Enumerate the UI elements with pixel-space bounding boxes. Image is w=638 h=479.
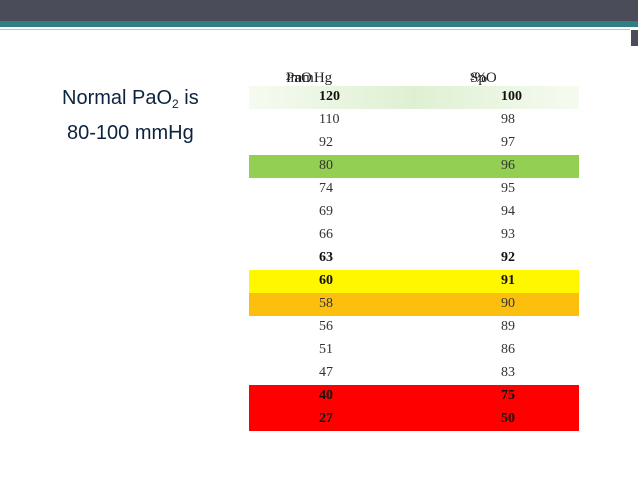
pao2-cell: 74 (319, 181, 333, 196)
pao2-cell: 51 (319, 342, 333, 357)
spo2-cell: 95 (501, 181, 515, 196)
title-line-2: 80-100 mmHg (67, 122, 194, 144)
slide-corner-accent (631, 30, 638, 46)
pao2-cell: 60 (319, 273, 333, 288)
slide-accent-stripe (0, 21, 638, 27)
spo2-cell: 90 (501, 296, 515, 311)
table-row: 51 86 (249, 339, 579, 362)
spo2-cell: 93 (501, 227, 515, 242)
table-row: 110 98 (249, 109, 579, 132)
table-row: 80 96 (249, 155, 579, 178)
spo2-cell: 94 (501, 204, 515, 219)
spo2-cell: 91 (501, 273, 515, 288)
table-row: 92 97 (249, 132, 579, 155)
table-row: 56 89 (249, 316, 579, 339)
pao2-cell: 110 (319, 112, 340, 127)
table-row: 63 92 (249, 247, 579, 270)
table-row: 74 95 (249, 178, 579, 201)
table-row: 27 50 (249, 408, 579, 431)
pao2-cell: 47 (319, 365, 333, 380)
pao2-cell: 27 (319, 411, 333, 426)
table-row: 40 75 (249, 385, 579, 408)
spo2-cell: 86 (501, 342, 515, 357)
pao2-cell: 40 (319, 388, 333, 403)
spo2-cell: 89 (501, 319, 515, 334)
header-spo2: SpO 2% (470, 70, 497, 86)
pao2-cell: 80 (319, 158, 333, 173)
table-row: 58 90 (249, 293, 579, 316)
pao2-cell: 69 (319, 204, 333, 219)
table-body: 120 100 110 98 92 97 80 96 74 95 69 94 66 93 63 92 60 91 5… (249, 86, 579, 431)
pao2-cell: 92 (319, 135, 333, 150)
spo2-cell: 100 (501, 89, 522, 104)
spo2-cell: 92 (501, 250, 515, 265)
spo2-cell: 96 (501, 158, 515, 173)
pao2-cell: 66 (319, 227, 333, 242)
table-row: 120 100 (249, 86, 579, 109)
pao2-cell: 56 (319, 319, 333, 334)
spo2-cell: 83 (501, 365, 515, 380)
title-line-1: Normal PaO2 is (62, 87, 199, 111)
spo2-cell: 50 (501, 411, 515, 426)
header-pao2: PaO 2 mmHg (286, 70, 333, 86)
pao2-cell: 120 (319, 89, 340, 104)
table-row: 66 93 (249, 224, 579, 247)
spo2-cell: 98 (501, 112, 515, 127)
table-row: 47 83 (249, 362, 579, 385)
table-row: 69 94 (249, 201, 579, 224)
spo2-cell: 97 (501, 135, 515, 150)
pao2-spo2-table: PaO 2 mmHg SpO 2% 120 100 110 98 92 97 80 96 74 95 6… (249, 60, 579, 431)
table-header: PaO 2 mmHg SpO 2% (249, 60, 579, 86)
slide-divider-line (0, 29, 630, 30)
spo2-cell: 75 (501, 388, 515, 403)
pao2-cell: 58 (319, 296, 333, 311)
table-row: 60 91 (249, 270, 579, 293)
pao2-cell: 63 (319, 250, 333, 265)
slide-title: Normal PaO2 is 80-100 mmHg (62, 84, 240, 148)
slide-top-bar (0, 0, 638, 21)
